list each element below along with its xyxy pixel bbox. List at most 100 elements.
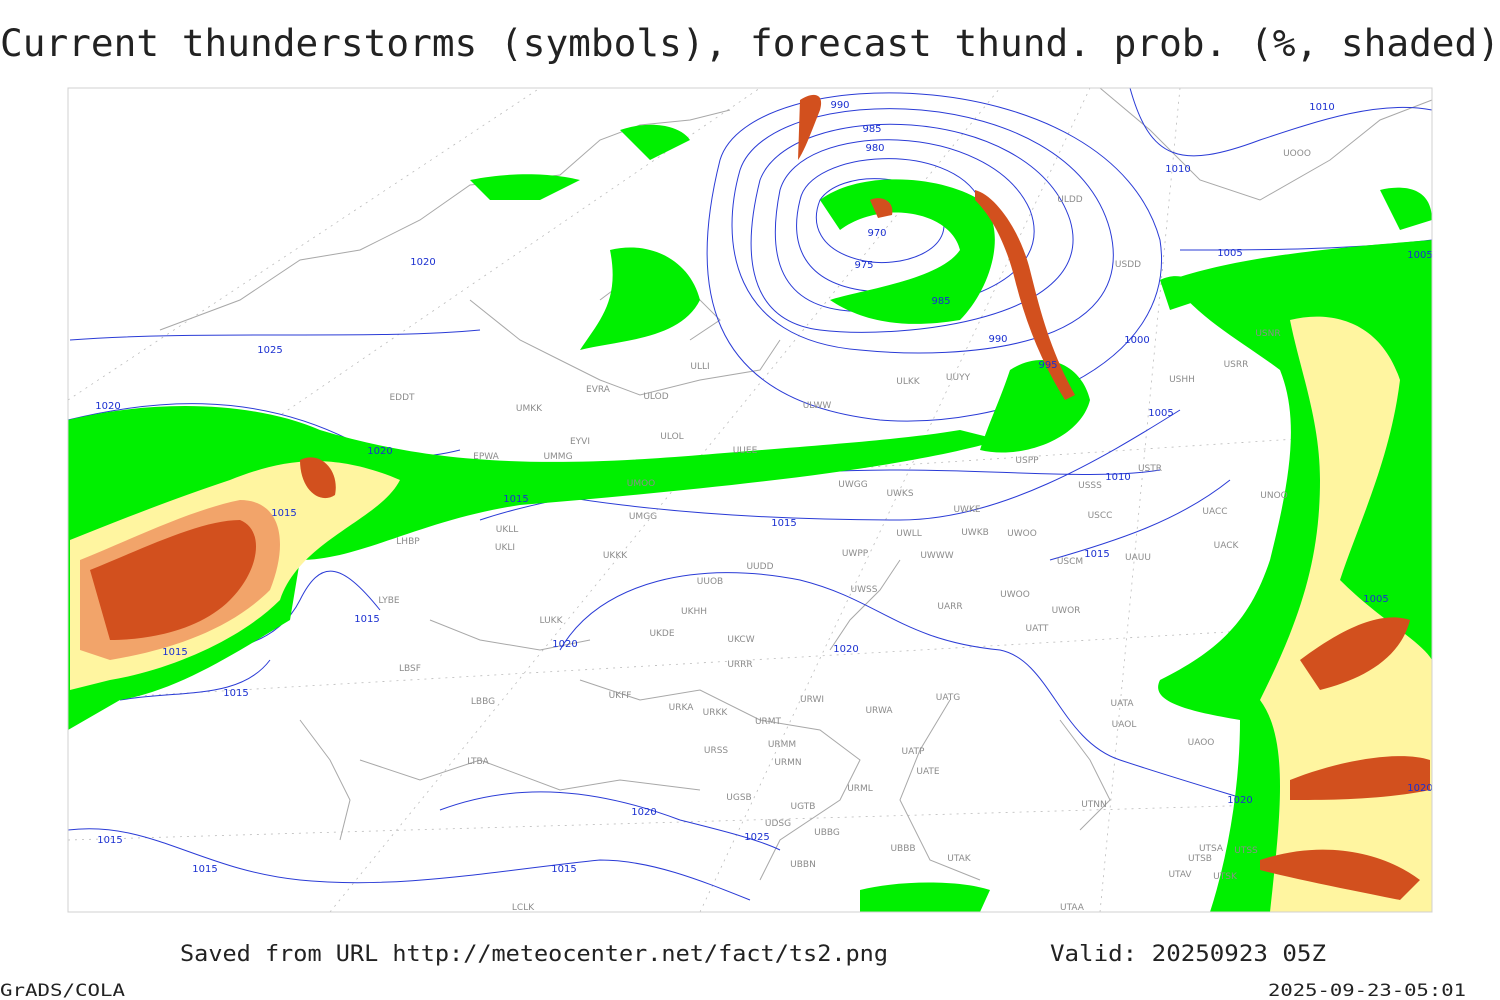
title: Current thunderstorms (symbols), forecas… (0, 22, 1500, 65)
isobar-label: 1015 (771, 518, 796, 529)
isobar-label: 970 (867, 228, 886, 239)
station-code: USPP (1015, 456, 1039, 466)
station-code: UTSK (1213, 872, 1238, 882)
credit: GrADS/COLA (0, 981, 125, 1000)
station-code: UAUU (1125, 553, 1151, 563)
station-code: UTSS (1234, 846, 1258, 856)
station-code: UATA (1110, 699, 1134, 709)
station-code: USTR (1138, 464, 1162, 474)
station-code: UTAK (947, 854, 972, 864)
isobar-label: 1015 (223, 688, 248, 699)
isobar-label: 985 (931, 296, 950, 307)
station-code: UUEE (733, 446, 758, 456)
station-code: URMM (768, 740, 796, 750)
station-code: ULKK (896, 377, 921, 387)
station-code: UBBN (790, 860, 816, 870)
isobar-label: 1010 (1165, 164, 1190, 175)
shade-red (1260, 617, 1430, 900)
station-code: UTAA (1060, 903, 1085, 913)
map-frame (67, 87, 1433, 913)
station-code: UAOL (1112, 720, 1137, 730)
station-code: LUKK (540, 616, 564, 626)
station-code: UWPP (842, 549, 869, 559)
isobars (67, 87, 1433, 901)
station-code: URSS (704, 746, 729, 756)
thunder-prob-shading (68, 94, 1432, 912)
station-code: UGSB (726, 793, 751, 803)
station-code: UTSA (1199, 844, 1224, 854)
isobar-label: 985 (862, 124, 881, 135)
source-url: Saved from URL http://meteocenter.net/fa… (180, 942, 888, 967)
station-code: UUOB (697, 577, 723, 587)
station-code: EDDT (389, 393, 415, 403)
station-code: USDD (1115, 260, 1141, 270)
station-code: UWSS (851, 585, 878, 595)
station-code: UWOR (1052, 606, 1081, 616)
station-code: UWKS (886, 489, 913, 499)
isobar-label: 1025 (257, 345, 282, 356)
station-code: LHBP (396, 537, 420, 547)
isobar-label: 1005 (1217, 248, 1242, 259)
isobar-label: 1015 (162, 647, 187, 658)
station-code: UGTB (791, 802, 816, 812)
isobar-label: 1010 (1105, 472, 1130, 483)
station-code: ULLI (690, 362, 709, 372)
station-code: UWOO (1000, 590, 1030, 600)
station-code: UKFF (609, 691, 632, 701)
station-code: UMMG (543, 452, 572, 462)
isobar-label: 995 (1038, 360, 1057, 371)
station-code: URMN (774, 758, 801, 768)
graticule (67, 87, 1433, 913)
isobar-label: 1010 (1309, 102, 1334, 113)
station-code: UARR (937, 602, 962, 612)
station-code: URRR (727, 660, 752, 670)
station-code: ULDD (1057, 195, 1083, 205)
isobar-label: 990 (988, 334, 1007, 345)
isobar-label: 1020 (367, 446, 392, 457)
isobar-label: 1020 (95, 401, 120, 412)
station-code: LCLK (512, 903, 535, 913)
station-code: UTSB (1188, 854, 1212, 864)
station-code: UMKK (516, 404, 543, 414)
station-code: USCC (1088, 511, 1113, 521)
station-code: UWGG (838, 480, 867, 490)
shade-red (90, 457, 336, 640)
shade-green (470, 124, 1432, 912)
station-code: LTBA (467, 757, 489, 767)
station-labels: EDDT EPWA UMKK EYVI UMMG ULOL ULOD EVRA ULLI UUEE… (378, 149, 1311, 913)
shade-red (798, 94, 1075, 400)
station-code: USNR (1255, 329, 1280, 339)
station-code: UATE (916, 767, 940, 777)
station-code: USSS (1078, 481, 1102, 491)
isobar-label: 1005 (1148, 408, 1173, 419)
isobar-label: 1015 (271, 508, 296, 519)
station-code: UUDD (746, 562, 773, 572)
isobar-label: 1015 (192, 864, 217, 875)
isobar-label: 1020 (1407, 783, 1432, 794)
station-code: UTNN (1081, 800, 1107, 810)
station-code: UWKE (953, 505, 980, 515)
map-area: 990 985 980 970 975 985 990 995 1000 1005 1010 1015… (67, 87, 1433, 913)
station-code: LBBG (471, 697, 495, 707)
station-code: UATG (936, 693, 961, 703)
station-code: UWKB (961, 528, 989, 538)
isobar-label: 1020 (552, 639, 577, 650)
station-code: URWI (800, 695, 824, 705)
isobar-label: 1015 (354, 614, 379, 625)
station-code: UWLL (896, 529, 922, 539)
station-code: LBSF (399, 664, 421, 674)
station-code: UKCW (727, 635, 754, 645)
isobar-label: 1020 (631, 807, 656, 818)
isobar-label: 1015 (551, 864, 576, 875)
station-code: UOOO (1283, 149, 1311, 159)
station-code: USCM (1057, 557, 1083, 567)
station-code: UBBG (814, 828, 840, 838)
isobar-label: 990 (830, 100, 849, 111)
station-code: USHH (1169, 375, 1195, 385)
isobar-label: 1005 (1363, 594, 1388, 605)
station-code: UKDE (649, 629, 674, 639)
station-code: URMT (755, 717, 782, 727)
station-code: USRR (1224, 360, 1249, 370)
station-code: UUYY (946, 373, 971, 383)
station-code: UKLI (495, 543, 515, 553)
